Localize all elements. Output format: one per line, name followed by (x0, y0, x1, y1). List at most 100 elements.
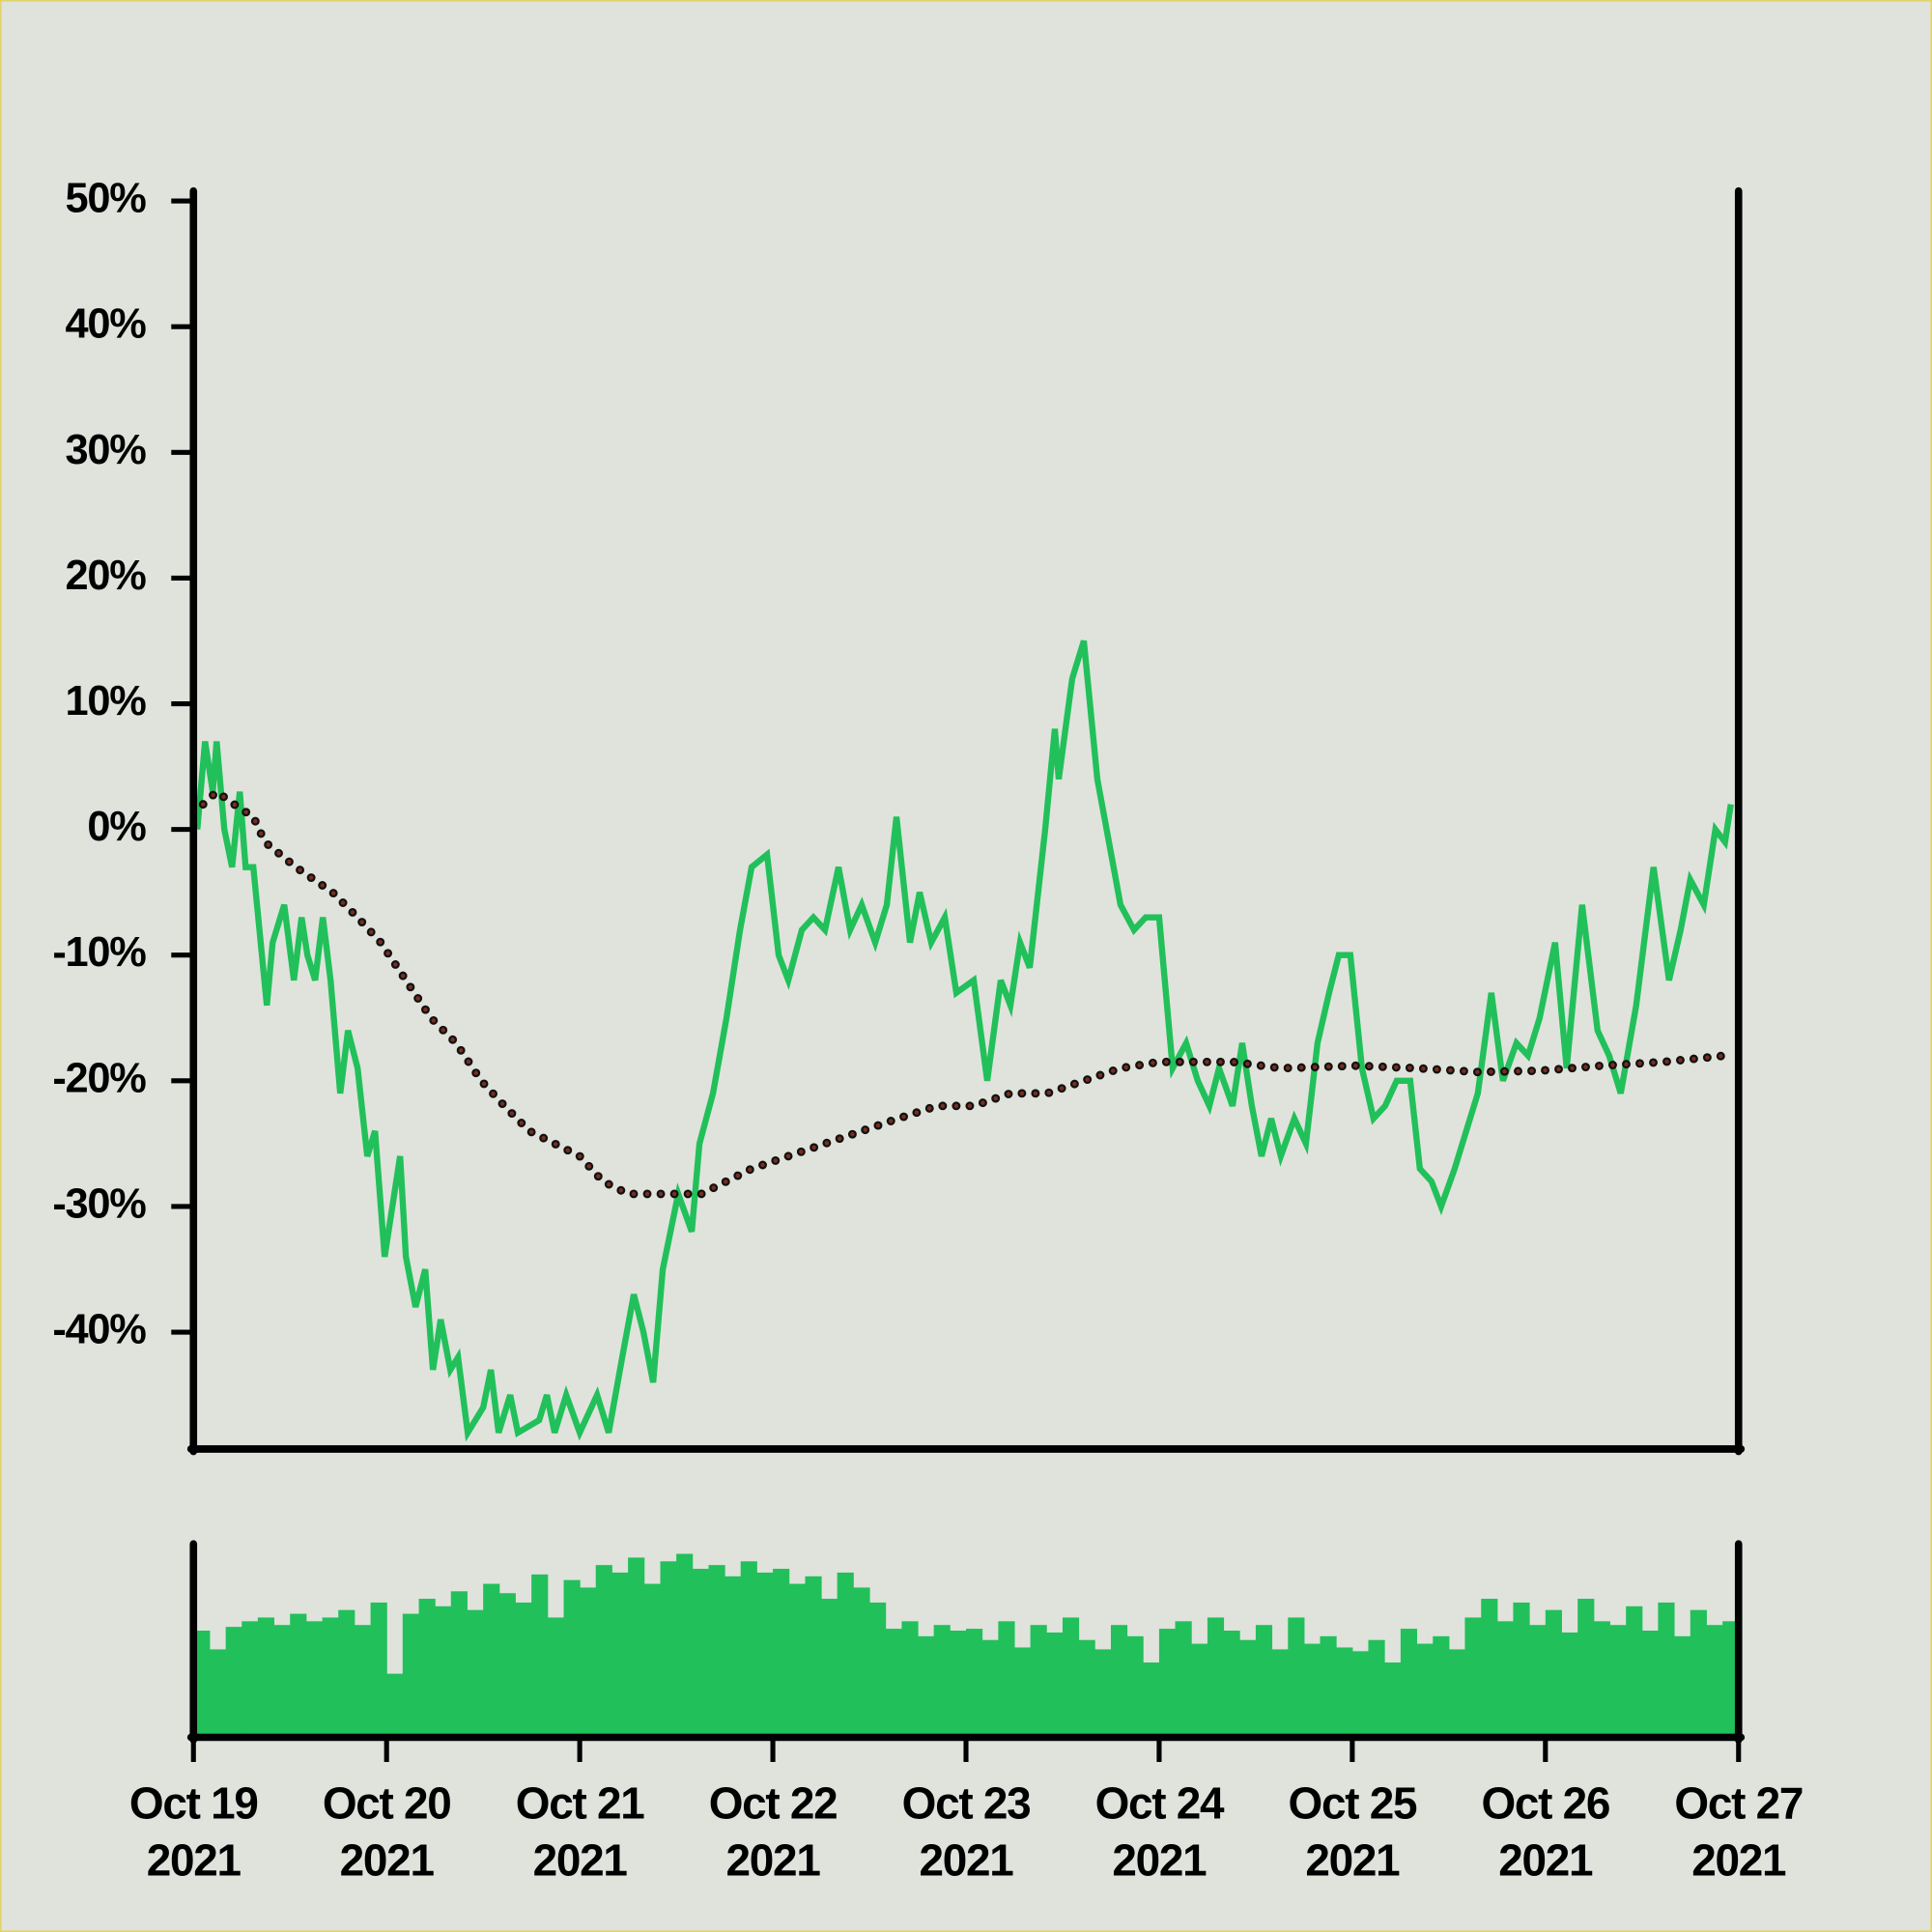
volume-bar (1513, 1602, 1530, 1734)
volume-bar (643, 1583, 661, 1734)
volume-bar (402, 1613, 419, 1734)
volume-area (193, 1553, 1740, 1734)
volume-bar (869, 1602, 887, 1734)
volume-bar (580, 1587, 597, 1734)
volume-bar (1481, 1599, 1498, 1734)
x-tick-label-line: 2021 (1112, 1834, 1207, 1885)
volume-bar (1577, 1599, 1595, 1734)
volume-bar (386, 1673, 404, 1734)
x-tick-label: Oct 25 2021 (1289, 1778, 1417, 1886)
volume-bar (193, 1631, 211, 1734)
x-tick-label-line: Oct 23 (902, 1778, 1031, 1829)
volume-bar (901, 1621, 919, 1734)
volume-bar (805, 1576, 822, 1734)
x-tick-label-line: Oct 20 (323, 1778, 451, 1829)
x-tick-label-line: Oct 19 (129, 1778, 258, 1829)
volume-bar (354, 1625, 371, 1734)
x-tick-label-line: 2021 (1691, 1834, 1786, 1885)
volume-bar (290, 1613, 307, 1734)
y-tick-label: 20% (66, 553, 147, 599)
volume-bar (483, 1583, 500, 1734)
x-tick-label-line: 2021 (147, 1834, 242, 1885)
volume-bar (1400, 1629, 1418, 1734)
x-tick-label: Oct 21 2021 (516, 1778, 644, 1886)
volume-bar (1416, 1643, 1434, 1734)
volume-bar (1464, 1617, 1482, 1734)
volume-bar (257, 1617, 274, 1734)
volume-bar (1641, 1631, 1659, 1734)
y-tick-label: -30% (52, 1180, 146, 1227)
volume-bar (660, 1561, 677, 1734)
volume-bar (724, 1576, 742, 1734)
volume-bar (1545, 1609, 1562, 1734)
moving-average (201, 788, 1727, 1197)
price-line (194, 639, 1734, 1442)
volume-bar (1529, 1625, 1547, 1734)
volume-bar (498, 1593, 516, 1734)
volume-bar (1593, 1621, 1610, 1734)
volume-bar (435, 1605, 452, 1734)
x-tick-label-line: Oct 27 (1674, 1778, 1803, 1829)
volume-bar (1094, 1649, 1112, 1734)
x-tick-label-line: 2021 (919, 1834, 1013, 1885)
volume-bar (821, 1599, 838, 1734)
volume-bar (1320, 1635, 1337, 1734)
volume-bar (918, 1635, 935, 1734)
x-tick-label-line: Oct 21 (516, 1778, 644, 1829)
x-tick-label-line: Oct 25 (1289, 1778, 1417, 1829)
x-tick-label: Oct 20 2021 (323, 1778, 451, 1886)
volume-bar (305, 1621, 323, 1734)
volume-bar (1175, 1621, 1192, 1734)
x-tick-label-line: Oct 22 (709, 1778, 838, 1829)
volume-bar (1078, 1639, 1095, 1734)
volume-bar (966, 1629, 983, 1734)
y-tick-label: 50% (66, 176, 147, 222)
volume-bar (853, 1587, 870, 1734)
volume-bar (1030, 1625, 1047, 1734)
x-tick-label-line: 2021 (726, 1834, 821, 1885)
volume-bar (1561, 1632, 1578, 1734)
volume-bar (467, 1609, 484, 1734)
volume-bar (1674, 1635, 1691, 1734)
volume-bar (933, 1625, 951, 1734)
volume-bar (1448, 1649, 1466, 1734)
x-tick-label-line: Oct 24 (1095, 1778, 1225, 1829)
x-tick-label-line: 2021 (1498, 1834, 1593, 1885)
x-tick-label: Oct 19 2021 (129, 1778, 258, 1886)
volume-bar (676, 1553, 694, 1734)
volume-bar (1013, 1647, 1032, 1734)
volume-bar (225, 1627, 242, 1734)
volume-bar (1223, 1631, 1240, 1734)
x-tick-label-line: 2021 (1305, 1834, 1400, 1885)
axes: 50%40%30%20%10%0%-10%-20%-30%-40%Oct 19 2… (52, 176, 1804, 1886)
volume-bar (515, 1602, 532, 1734)
volume-bar (1351, 1651, 1370, 1734)
volume-bar (1239, 1639, 1257, 1734)
volume-bar (450, 1591, 468, 1734)
x-tick-label-line: Oct 26 (1481, 1778, 1609, 1829)
volume-bar (788, 1583, 806, 1734)
volume-bar (338, 1609, 355, 1734)
y-tick-label: -40% (52, 1306, 146, 1352)
x-tick-label: Oct 26 2021 (1481, 1778, 1609, 1886)
volume-bar (1690, 1609, 1707, 1734)
volume-bar (756, 1572, 774, 1734)
volume-bar (322, 1617, 339, 1734)
volume-bar (1706, 1625, 1723, 1734)
volume-bar (1303, 1643, 1321, 1734)
volume-bar (563, 1579, 581, 1734)
y-tick-label: 30% (66, 427, 147, 473)
y-tick-label: 40% (66, 301, 147, 348)
y-tick-label: -10% (52, 929, 146, 976)
x-tick-label: Oct 23 2021 (902, 1778, 1031, 1886)
volume-bar (242, 1621, 259, 1734)
volume-bar (1255, 1625, 1273, 1734)
volume-bar (531, 1574, 549, 1734)
x-tick-label-line: 2021 (533, 1834, 628, 1885)
volume-bar (885, 1629, 902, 1734)
volume-bar (1271, 1649, 1289, 1734)
volume-bar (1110, 1625, 1128, 1734)
volume-bar (1046, 1632, 1064, 1734)
volume-bar (1191, 1643, 1208, 1734)
